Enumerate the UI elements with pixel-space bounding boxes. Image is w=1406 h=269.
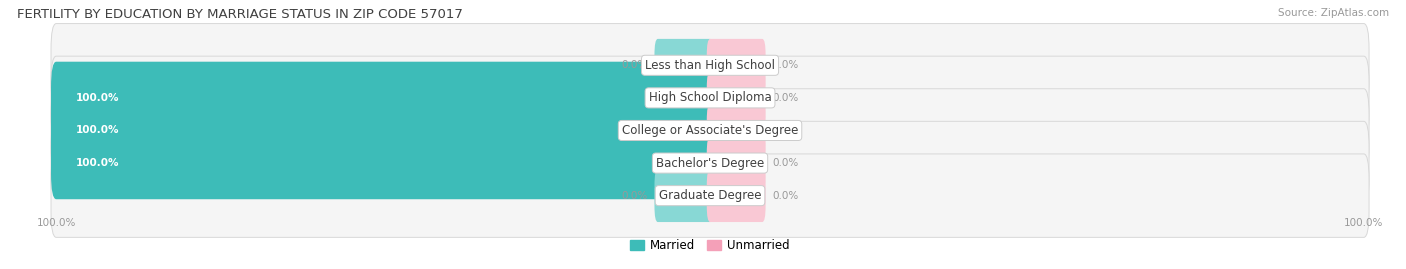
- Text: 0.0%: 0.0%: [772, 93, 799, 103]
- Text: Less than High School: Less than High School: [645, 59, 775, 72]
- Text: Bachelor's Degree: Bachelor's Degree: [657, 157, 763, 169]
- FancyBboxPatch shape: [654, 169, 713, 222]
- FancyBboxPatch shape: [51, 56, 1369, 140]
- Legend: Married, Unmarried: Married, Unmarried: [626, 234, 794, 257]
- Text: 100.0%: 100.0%: [76, 158, 120, 168]
- FancyBboxPatch shape: [707, 39, 766, 92]
- FancyBboxPatch shape: [707, 169, 766, 222]
- FancyBboxPatch shape: [51, 89, 1369, 172]
- FancyBboxPatch shape: [654, 39, 713, 92]
- Text: 0.0%: 0.0%: [621, 60, 648, 70]
- Text: Source: ZipAtlas.com: Source: ZipAtlas.com: [1278, 8, 1389, 18]
- Text: College or Associate's Degree: College or Associate's Degree: [621, 124, 799, 137]
- Text: 100.0%: 100.0%: [76, 125, 120, 136]
- Text: Graduate Degree: Graduate Degree: [659, 189, 761, 202]
- FancyBboxPatch shape: [51, 127, 716, 199]
- FancyBboxPatch shape: [707, 137, 766, 189]
- Text: 100.0%: 100.0%: [76, 93, 120, 103]
- FancyBboxPatch shape: [51, 94, 716, 167]
- FancyBboxPatch shape: [51, 154, 1369, 237]
- Text: 0.0%: 0.0%: [772, 191, 799, 201]
- Text: 0.0%: 0.0%: [772, 158, 799, 168]
- FancyBboxPatch shape: [707, 104, 766, 157]
- Text: 0.0%: 0.0%: [772, 60, 799, 70]
- FancyBboxPatch shape: [51, 24, 1369, 107]
- FancyBboxPatch shape: [51, 62, 716, 134]
- Text: 0.0%: 0.0%: [621, 191, 648, 201]
- FancyBboxPatch shape: [707, 72, 766, 124]
- Text: High School Diploma: High School Diploma: [648, 91, 772, 104]
- FancyBboxPatch shape: [51, 121, 1369, 205]
- Text: 0.0%: 0.0%: [772, 125, 799, 136]
- Text: FERTILITY BY EDUCATION BY MARRIAGE STATUS IN ZIP CODE 57017: FERTILITY BY EDUCATION BY MARRIAGE STATU…: [17, 8, 463, 21]
